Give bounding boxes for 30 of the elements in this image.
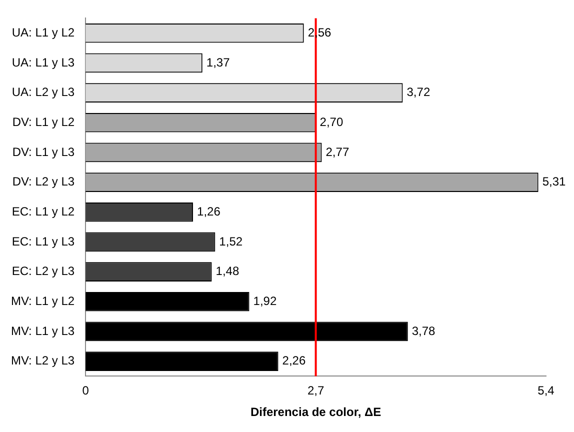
data-label: 2,26 (282, 354, 306, 368)
x-tick-label: 2,7 (307, 384, 324, 398)
bar (86, 352, 278, 371)
y-tick-label: EC: L1 y L3 (12, 234, 75, 248)
y-tick-label: MV: L1 y L3 (10, 324, 75, 338)
data-label: 1,26 (197, 204, 221, 218)
y-tick-label: UA: L1 y L3 (12, 55, 75, 70)
data-label: 5,31 (542, 174, 566, 189)
y-tick-label: EC: L1 y L2 (12, 204, 75, 218)
data-label: 2,77 (326, 144, 350, 159)
x-tick-label: 0 (82, 384, 90, 398)
y-tick-label: UA: L1 y L2 (12, 25, 75, 40)
x-axis-title: Diferencia de color, ΔE (250, 405, 382, 420)
y-tick-label: MV: L2 y L3 (10, 354, 75, 368)
y-tick-label: UA: L2 y L3 (12, 85, 75, 100)
y-tick-label: EC: L2 y L3 (12, 264, 75, 278)
y-tick-label: DV: L2 y L3 (12, 174, 75, 189)
bar (86, 292, 250, 312)
data-label: 1,37 (206, 55, 230, 70)
data-label: 3,78 (412, 324, 436, 338)
data-label: 1,92 (253, 294, 277, 308)
bar (86, 322, 408, 342)
data-label: 1,52 (219, 234, 243, 248)
data-label: 3,72 (406, 85, 430, 100)
data-label: 2,70 (320, 114, 344, 129)
x-tick-label: 5,4 (538, 384, 555, 398)
data-label: 1,48 (216, 264, 240, 278)
y-tick-label: DV: L1 y L3 (12, 144, 75, 159)
y-tick-label: MV: L1 y L2 (10, 294, 75, 308)
y-tick-label: DV: L1 y L2 (12, 114, 75, 129)
